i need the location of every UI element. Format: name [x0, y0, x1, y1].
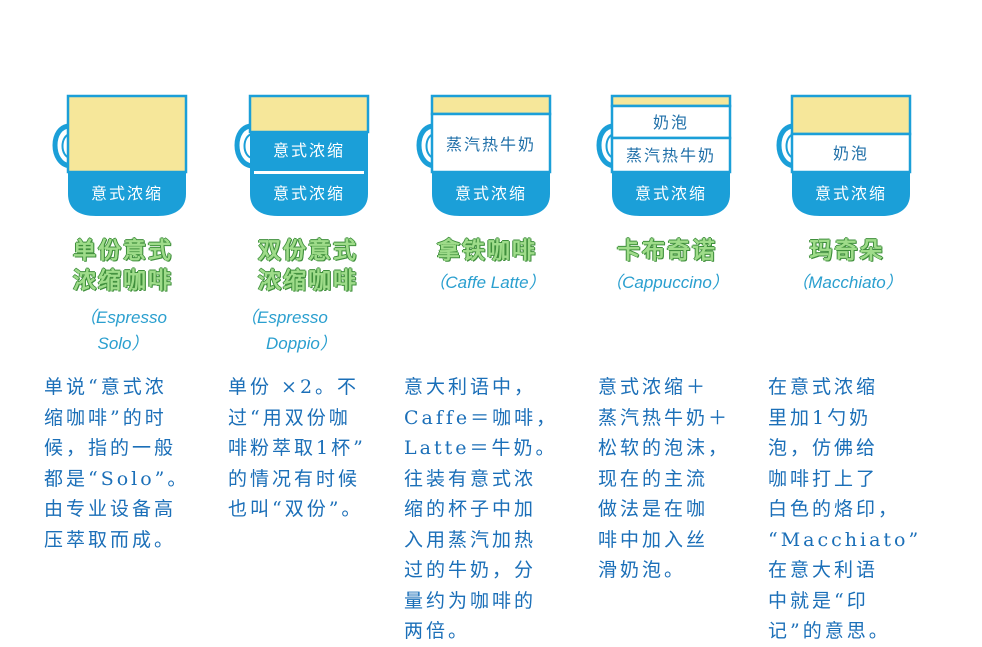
layer-espresso-label: 意式浓缩: [635, 184, 707, 203]
drink-title: 单份意式 浓缩咖啡: [48, 236, 198, 296]
layer-espresso-label: 意式浓缩: [273, 184, 345, 203]
drink-subtitle: （Espresso Doppio）: [240, 305, 390, 357]
cup-cappuccino: 奶泡 蒸汽热牛奶 意式浓缩: [592, 92, 742, 222]
cup-illustration: 蒸汽热牛奶 意式浓缩: [416, 94, 552, 216]
subtitle-line-1: （Cappuccino）: [605, 273, 729, 292]
subtitle-line-1: （Espresso: [79, 308, 167, 327]
layer-foam-label: 奶泡: [653, 113, 689, 132]
layer-foam-label: 奶泡: [833, 144, 869, 163]
cup-espresso-solo: 意式浓缩: [48, 92, 198, 222]
cup-espresso-doppio: 意式浓缩 意式浓缩: [230, 92, 380, 222]
subtitle-line-1: （Macchiato）: [791, 273, 903, 292]
cup-caffe-latte: 蒸汽热牛奶 意式浓缩: [412, 92, 562, 222]
drink-subtitle: （Macchiato）: [762, 270, 932, 296]
drink-description: 在意式浓缩 里加1勺奶 泡，仿佛给 咖啡打上了 白色的烙印， “Macchiat…: [768, 376, 922, 642]
title-line-2: 浓缩咖啡: [73, 267, 173, 294]
cup-macchiato: 奶泡 意式浓缩: [772, 92, 922, 222]
drink-title: 玛奇朵: [772, 236, 922, 266]
title-line-1: 双份意式: [258, 237, 358, 264]
drink-description: 单说“意式浓 缩咖啡”的时 候，指的一般 都是“Solo”。 由专业设备高 压萃…: [44, 376, 190, 551]
drink-subtitle: （Caffe Latte）: [402, 270, 572, 296]
subtitle-line-1: （Espresso: [240, 308, 328, 327]
drink-subtitle: （Espresso Solo）: [48, 305, 198, 357]
layer-espresso-top-label: 意式浓缩: [273, 141, 345, 160]
layer-steamed-milk-label: 蒸汽热牛奶: [446, 135, 536, 154]
layer-espresso-label: 意式浓缩: [455, 184, 527, 203]
title-line-1: 玛奇朵: [809, 237, 885, 264]
cup-illustration: 奶泡 意式浓缩: [776, 94, 912, 216]
cup-illustration: 意式浓缩: [52, 94, 188, 216]
drink-description: 意大利语中， Caffe＝咖啡， Latte＝牛奶。 往装有意式浓 缩的杯子中加…: [404, 376, 559, 642]
cup-illustration: 奶泡 蒸汽热牛奶 意式浓缩: [596, 94, 732, 216]
layer-steamed-milk-label: 蒸汽热牛奶: [626, 146, 716, 165]
title-line-1: 单份意式: [73, 237, 173, 264]
drink-title: 拿铁咖啡: [412, 236, 562, 266]
subtitle-line-2: Doppio）: [266, 334, 337, 353]
cup-illustration: 意式浓缩 意式浓缩: [234, 94, 370, 216]
title-line-1: 卡布奇诺: [617, 237, 717, 264]
drink-title: 双份意式 浓缩咖啡: [233, 236, 383, 296]
subtitle-line-2: Solo）: [97, 334, 149, 353]
drink-description: 意式浓缩＋ 蒸汽热牛奶＋ 松软的泡沫， 现在的主流 做法是在咖 啡中加入丝 滑奶…: [598, 376, 731, 581]
subtitle-line-1: （Caffe Latte）: [428, 273, 546, 292]
drink-subtitle: （Cappuccino）: [582, 270, 752, 296]
drink-title: 卡布奇诺: [592, 236, 742, 266]
drink-description: 单份 ×2。不 过“用双份咖 啡粉萃取1杯” 的情况有时候 也叫“双份”。: [228, 376, 366, 520]
title-line-2: 浓缩咖啡: [258, 267, 358, 294]
title-line-1: 拿铁咖啡: [437, 237, 537, 264]
layer-espresso-label: 意式浓缩: [815, 184, 887, 203]
layer-espresso-label: 意式浓缩: [91, 184, 163, 203]
